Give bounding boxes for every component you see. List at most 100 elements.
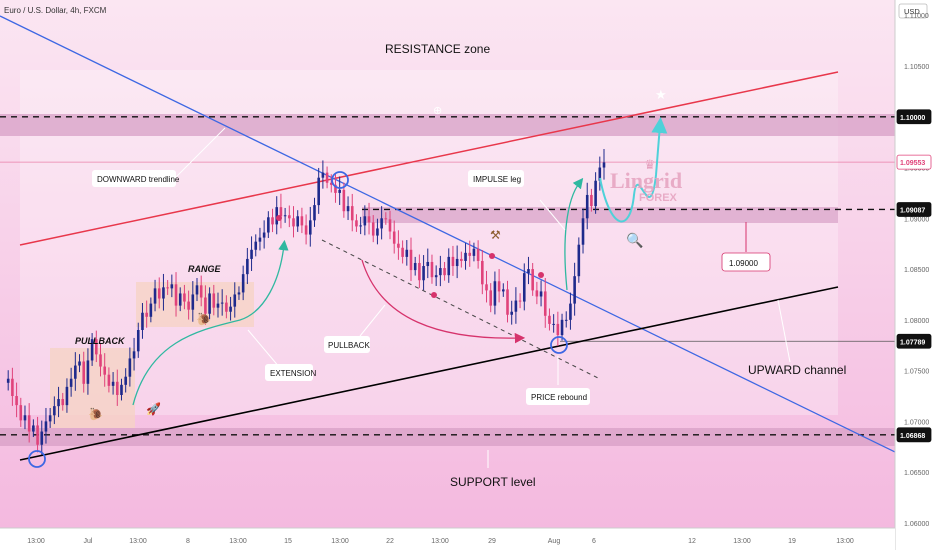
candle-body <box>308 220 312 235</box>
candle-body <box>32 425 35 432</box>
candle-body <box>518 300 522 302</box>
candle-body <box>229 306 232 312</box>
projection-path <box>599 117 668 223</box>
candle-body <box>522 273 526 302</box>
candle-body <box>577 244 581 277</box>
candle-body <box>61 399 65 406</box>
candle-body <box>300 216 304 226</box>
candle-body <box>191 294 195 310</box>
candle-body <box>556 323 560 336</box>
candle-body <box>149 303 153 317</box>
candle-body <box>258 237 262 242</box>
pullback-leader <box>359 304 386 337</box>
y-tick-label: 1.06500 <box>904 470 929 477</box>
swing-dot <box>431 292 437 298</box>
price-tag-label: 1.06868 <box>900 433 925 440</box>
candle-body <box>178 293 182 306</box>
impulse-leg-callout: IMPULSE leg <box>468 170 524 187</box>
x-tick-label: 13:00 <box>129 538 147 545</box>
x-tick-label: 15 <box>284 538 292 545</box>
candle-body <box>426 261 430 267</box>
candle-body <box>418 262 421 281</box>
x-tick-label: 12 <box>688 538 696 545</box>
candle-body <box>573 276 576 304</box>
price-tag: 1.09087 <box>896 202 932 217</box>
price-tag-box <box>896 202 932 217</box>
extension-leader <box>247 329 281 369</box>
y-tick-label: 1.10500 <box>904 64 929 71</box>
candle-body <box>455 258 459 267</box>
swing-dot <box>538 272 544 278</box>
candle-body <box>90 339 94 361</box>
candle-body <box>115 381 119 395</box>
price-tag-label: 1.10000 <box>900 115 925 122</box>
candle-body <box>183 293 186 302</box>
pullback-arrow <box>361 259 526 344</box>
candle-body <box>539 291 543 297</box>
candle-body <box>78 361 81 366</box>
pullback-mid-label: PULLBACK <box>328 341 370 350</box>
currency-badge[interactable]: USD <box>898 3 928 19</box>
resistance-band <box>0 114 895 136</box>
candle-body <box>157 288 161 299</box>
x-tick-label: 13:00 <box>229 538 247 545</box>
pullback-mid-callout: PULLBACK <box>324 336 370 353</box>
y-tick-label: 1.08500 <box>904 267 929 274</box>
price-tag: 1.10000 <box>896 109 932 125</box>
candle-body <box>250 249 253 259</box>
candle-body <box>329 182 333 185</box>
channel-leader <box>777 299 791 363</box>
candle-body <box>451 256 455 267</box>
candle-body <box>376 228 379 236</box>
x-tick-label: 13:00 <box>27 538 45 545</box>
candle-body <box>355 220 358 227</box>
candle-body <box>36 425 39 445</box>
candle-body <box>53 406 56 416</box>
pullback-left-label: PULLBACK <box>75 336 126 346</box>
level-box-callout: 1.09000 <box>721 252 771 272</box>
candle-body <box>111 381 115 386</box>
candle-body <box>145 312 148 317</box>
candle-body <box>493 281 497 306</box>
candle-body <box>531 269 534 291</box>
upward-channel-label: UPWARD channel <box>748 363 846 377</box>
x-tick-label: 13:00 <box>331 538 349 545</box>
candle-body <box>552 323 555 325</box>
candle-body <box>334 184 337 193</box>
candle-body <box>367 216 371 223</box>
candle-body <box>237 292 241 295</box>
price-tags: 1.10000 1.09553 1.09087 1.07789 1.06868 <box>896 109 932 443</box>
candle-body <box>44 421 48 432</box>
crown-icon: ♛ <box>644 157 656 172</box>
price-tag-box <box>896 154 932 170</box>
x-tick-label: 6 <box>592 538 596 545</box>
candle-body <box>11 378 14 396</box>
level-box-label: 1.09000 <box>729 259 758 268</box>
candle-body <box>514 300 518 312</box>
candle-body <box>392 231 396 244</box>
candle-body <box>434 275 438 278</box>
symbol-title[interactable]: Euro / U.S. Dollar, 4h, FXCM <box>4 6 107 15</box>
star-icon: ★ <box>655 87 667 102</box>
y-tick-label: 1.09000 <box>904 216 929 223</box>
candle-body <box>543 291 547 316</box>
candle-body <box>313 205 316 221</box>
candle-body <box>350 206 354 221</box>
candle-body <box>65 386 69 406</box>
impulse-arrow <box>564 177 584 291</box>
candle-body <box>195 285 199 295</box>
candle-body <box>594 180 597 207</box>
candle-body <box>288 215 291 219</box>
candle-body <box>443 268 446 276</box>
candle-body <box>208 293 211 314</box>
candle-body <box>304 225 308 235</box>
time-axis[interactable] <box>0 528 895 550</box>
candle-body <box>220 302 224 304</box>
candle-body <box>132 351 136 359</box>
candle-body <box>371 222 375 236</box>
candle-body <box>216 303 220 308</box>
price-axis[interactable] <box>895 0 932 550</box>
candle-body <box>107 374 111 386</box>
candle-body <box>170 284 174 289</box>
candle-body <box>57 399 60 407</box>
